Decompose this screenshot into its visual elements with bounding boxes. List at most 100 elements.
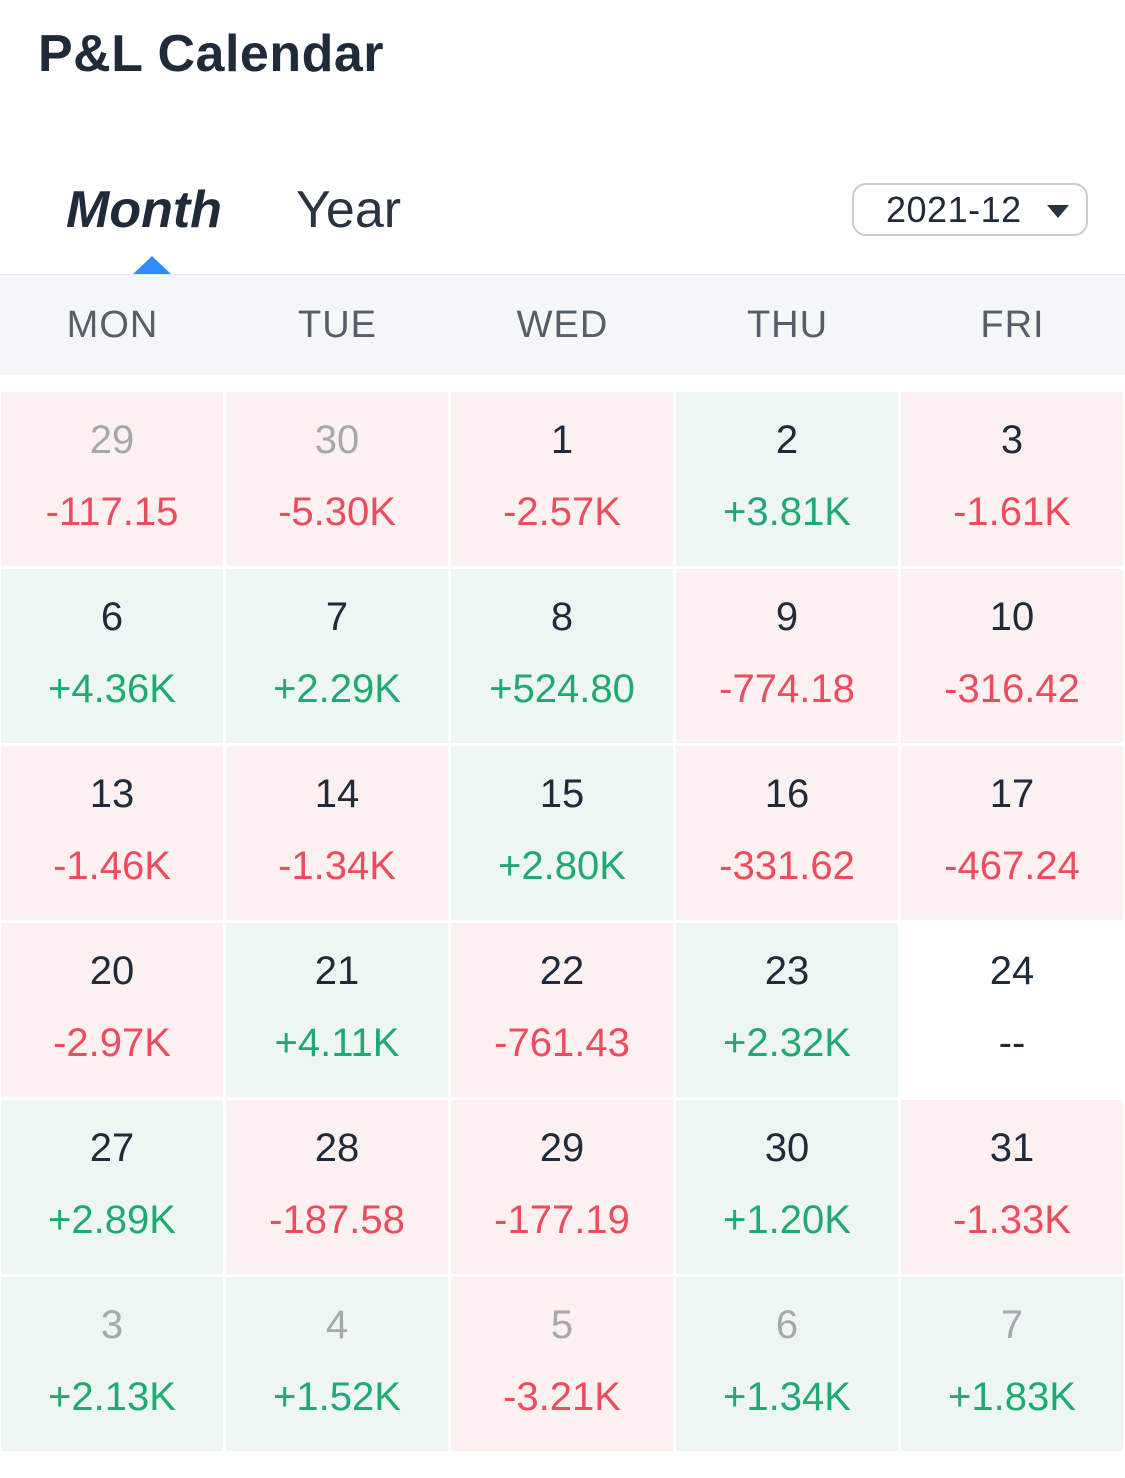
weekday-tue: TUE [298, 304, 377, 346]
day-number: 22 [539, 949, 585, 993]
day-pnl-value: +2.89K [48, 1198, 176, 1242]
day-cell[interactable]: 23 +2.32K [676, 923, 898, 1097]
day-cell[interactable]: 22 -761.43 [451, 923, 673, 1097]
day-cell[interactable]: 28 -187.58 [226, 1100, 448, 1274]
day-cell[interactable]: 6 +4.36K [1, 569, 223, 743]
day-number: 28 [314, 1126, 360, 1170]
day-pnl-value: -2.57K [503, 490, 621, 534]
day-pnl-value: -- [998, 1021, 1026, 1065]
day-pnl-value: +1.20K [723, 1198, 851, 1242]
page-title: P&L Calendar [38, 25, 385, 83]
weekday-fri: FRI [980, 304, 1045, 346]
day-cell[interactable]: 27 +2.89K [1, 1100, 223, 1274]
day-pnl-value: -774.18 [719, 667, 855, 711]
day-cell[interactable]: 30 -5.30K [226, 392, 448, 566]
day-pnl-value: +1.52K [273, 1375, 401, 1419]
day-cell[interactable]: 31 -1.33K [901, 1100, 1123, 1274]
day-cell[interactable]: 29 -177.19 [451, 1100, 673, 1274]
tab-year[interactable]: Year [296, 181, 402, 239]
day-cell[interactable]: 24 -- [901, 923, 1123, 1097]
day-pnl-value: -1.33K [953, 1198, 1071, 1242]
day-pnl-value: -1.46K [53, 844, 171, 888]
day-cell[interactable]: 1 -2.57K [451, 392, 673, 566]
day-number: 4 [325, 1303, 349, 1347]
month-selector-value: 2021-12 [886, 189, 1022, 230]
active-tab-indicator [133, 256, 171, 274]
day-number: 8 [550, 595, 574, 639]
day-pnl-value: -1.34K [278, 844, 396, 888]
day-cell[interactable]: 6 +1.34K [676, 1277, 898, 1451]
day-number: 13 [89, 772, 135, 816]
day-number: 24 [989, 949, 1035, 993]
day-cell[interactable]: 10 -316.42 [901, 569, 1123, 743]
day-pnl-value: -1.61K [953, 490, 1071, 534]
day-number: 29 [89, 418, 135, 462]
day-pnl-value: -117.15 [45, 490, 179, 534]
weekday-mon: MON [66, 304, 159, 346]
day-cell[interactable]: 17 -467.24 [901, 746, 1123, 920]
day-number: 6 [775, 1303, 799, 1347]
day-number: 15 [539, 772, 585, 816]
day-pnl-value: +524.80 [489, 667, 635, 711]
day-cell[interactable]: 30 +1.20K [676, 1100, 898, 1274]
day-number: 16 [764, 772, 810, 816]
day-number: 23 [764, 949, 810, 993]
calendar-grid: 29 -117.15 30 -5.30K 1 -2.57K 2 +3.81K 3 -1.61K 6 +… [0, 391, 1125, 1453]
day-pnl-value: -2.97K [53, 1021, 171, 1065]
day-pnl-value: +2.32K [723, 1021, 851, 1065]
day-pnl-value: -5.30K [278, 490, 396, 534]
day-number: 6 [100, 595, 124, 639]
month-selector[interactable]: 2021-12 [852, 183, 1088, 236]
day-pnl-value: +4.11K [274, 1021, 400, 1065]
weekday-header: MON TUE WED THU FRI [0, 274, 1125, 375]
day-pnl-value: +3.81K [723, 490, 851, 534]
day-number: 31 [989, 1126, 1035, 1170]
day-cell[interactable]: 5 -3.21K [451, 1277, 673, 1451]
day-cell[interactable]: 3 +2.13K [1, 1277, 223, 1451]
day-pnl-value: +4.36K [48, 667, 176, 711]
day-cell[interactable]: 20 -2.97K [1, 923, 223, 1097]
day-number: 29 [539, 1126, 585, 1170]
day-cell[interactable]: 3 -1.61K [901, 392, 1123, 566]
day-pnl-value: -177.19 [494, 1198, 630, 1242]
day-number: 3 [100, 1303, 124, 1347]
day-pnl-value: -3.21K [503, 1375, 621, 1419]
view-tabs: Month Year [0, 170, 1125, 274]
day-pnl-value: -187.58 [269, 1198, 405, 1242]
day-number: 7 [325, 595, 349, 639]
day-number: 9 [775, 595, 799, 639]
day-cell[interactable]: 7 +1.83K [901, 1277, 1123, 1451]
weekday-thu: THU [746, 304, 829, 346]
day-pnl-value: +2.13K [48, 1375, 176, 1419]
day-number: 17 [989, 772, 1035, 816]
day-pnl-value: -316.42 [944, 667, 1080, 711]
day-number: 21 [314, 949, 360, 993]
day-pnl-value: +1.34K [723, 1375, 851, 1419]
day-pnl-value: -761.43 [494, 1021, 630, 1065]
day-number: 7 [1000, 1303, 1024, 1347]
day-cell[interactable]: 21 +4.11K [226, 923, 448, 1097]
day-pnl-value: +2.80K [498, 844, 626, 888]
day-number: 2 [775, 418, 799, 462]
day-number: 5 [550, 1303, 574, 1347]
day-number: 3 [1000, 418, 1024, 462]
day-pnl-value: +1.83K [948, 1375, 1076, 1419]
day-number: 10 [989, 595, 1035, 639]
day-cell[interactable]: 16 -331.62 [676, 746, 898, 920]
day-cell[interactable]: 2 +3.81K [676, 392, 898, 566]
day-pnl-value: -467.24 [944, 844, 1080, 888]
day-cell[interactable]: 9 -774.18 [676, 569, 898, 743]
day-number: 1 [550, 418, 574, 462]
day-number: 30 [314, 418, 360, 462]
day-cell[interactable]: 4 +1.52K [226, 1277, 448, 1451]
day-cell[interactable]: 29 -117.15 [1, 392, 223, 566]
day-cell[interactable]: 14 -1.34K [226, 746, 448, 920]
day-cell[interactable]: 8 +524.80 [451, 569, 673, 743]
day-cell[interactable]: 13 -1.46K [1, 746, 223, 920]
day-cell[interactable]: 15 +2.80K [451, 746, 673, 920]
chevron-down-icon [1047, 205, 1069, 218]
day-cell[interactable]: 7 +2.29K [226, 569, 448, 743]
tab-month[interactable]: Month [66, 181, 222, 239]
day-pnl-value: +2.29K [273, 667, 401, 711]
